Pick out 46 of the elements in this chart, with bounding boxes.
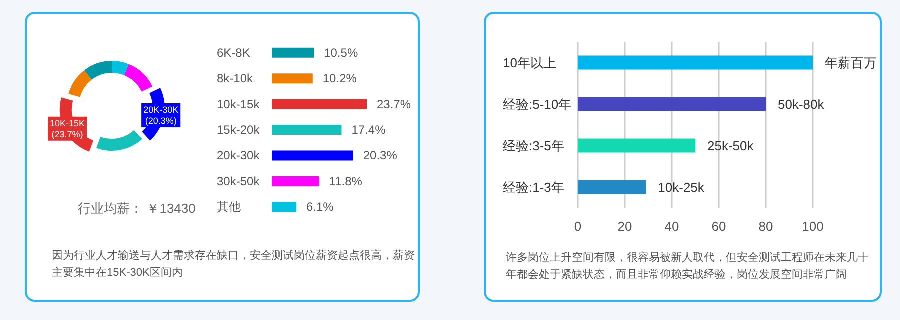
- y-tick-label: 经验:5-10年: [503, 96, 572, 112]
- text: 许多岗位上升空间有限，很容易被新人取代，但安全测试工程师在未来几十年都会处于紧缺状态，而且非常仰赖实战经验，岗位发展空间非常广阔: [506, 250, 870, 283]
- data-label: 10.5%: [324, 46, 358, 60]
- text: 行业均薪： ￥13430: [77, 200, 197, 217]
- data-label: (23.7%): [52, 129, 84, 140]
- slice-label: 20K-30K: [144, 105, 179, 116]
- x-tick-label: 60: [712, 219, 726, 234]
- bar: [272, 202, 296, 212]
- x-tick-label: 0: [574, 219, 582, 234]
- x-tick-label: 20: [618, 219, 632, 234]
- bar: [272, 99, 367, 110]
- y-tick-label: 30k-50k: [217, 174, 261, 188]
- data-label: 23.7%: [377, 97, 412, 112]
- y-tick-label: 20k-30k: [217, 148, 261, 163]
- y-tick-label: 经验:1-3年: [503, 180, 564, 195]
- data-label: 11.8%: [329, 174, 363, 188]
- bar: [578, 180, 646, 194]
- annotation: 年薪百万: [825, 55, 877, 70]
- bar: [272, 125, 342, 135]
- annotation: 25k-50k: [708, 138, 754, 154]
- y-tick-label: 经验:3-5年: [503, 138, 564, 154]
- x-tick-label: 100: [802, 219, 824, 234]
- y-tick-label: 8k-10k: [217, 72, 254, 86]
- data-label: 10.2%: [322, 72, 358, 86]
- data-label: 17.4%: [352, 123, 386, 137]
- y-tick-label: 10年以上: [503, 55, 556, 70]
- bar: [578, 56, 813, 70]
- annotation: 10k-25k: [658, 180, 705, 195]
- bar: [578, 138, 696, 153]
- slice-label: 10K-15K: [50, 118, 86, 128]
- data-label: 6.1%: [306, 200, 334, 214]
- y-tick-label: 其他: [217, 200, 241, 214]
- annotation: 50k-80k: [778, 96, 825, 112]
- x-tick-label: 80: [758, 219, 774, 234]
- bar: [578, 97, 766, 112]
- data-label: (20.3%): [145, 116, 177, 126]
- text: 因为行业人才输送与人才需求存在缺口，安全测试岗位薪资起点很高，薪资主要集中在15K-30K区间内: [52, 248, 416, 281]
- x-tick-label: 40: [664, 219, 680, 234]
- y-tick-label: 10k-15k: [217, 97, 261, 112]
- y-tick-label: 15k-20k: [217, 123, 261, 137]
- bar: [272, 176, 320, 186]
- bar: [272, 48, 314, 58]
- data-label: 20.3%: [363, 148, 398, 163]
- y-tick-label: 6K-8K: [217, 46, 250, 60]
- bar: [272, 150, 354, 161]
- bar: [272, 74, 313, 84]
